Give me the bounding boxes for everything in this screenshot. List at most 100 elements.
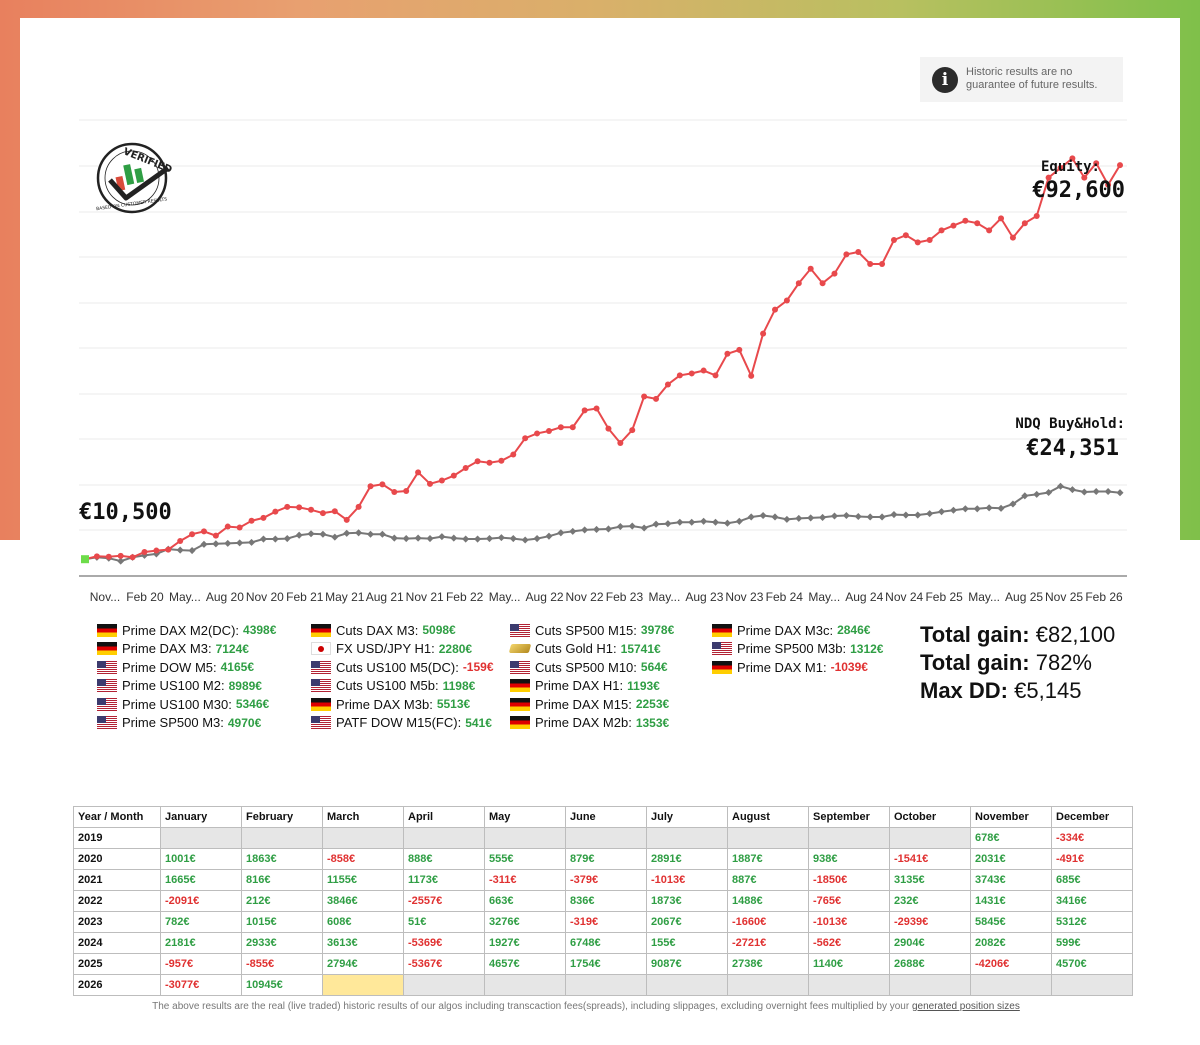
total-gain-percent: Total gain: 782% bbox=[920, 650, 1092, 675]
equity-point bbox=[450, 472, 457, 479]
equity-point bbox=[914, 239, 921, 246]
ndq-point bbox=[295, 531, 303, 539]
ndq-point bbox=[236, 539, 244, 547]
year-cell: 2019 bbox=[73, 827, 161, 849]
month-cell: 3135€ bbox=[889, 869, 971, 891]
table-row: 2026 -3077€ 10945€ bbox=[73, 974, 1133, 996]
month-cell: 9087€ bbox=[646, 953, 728, 975]
ndq-point bbox=[1033, 490, 1041, 498]
equity-point bbox=[795, 280, 802, 287]
column-header: April bbox=[403, 806, 485, 828]
ndq-point bbox=[497, 534, 505, 542]
ndq-point bbox=[652, 520, 660, 528]
equity-point bbox=[1021, 220, 1028, 227]
ndq-point bbox=[961, 505, 969, 513]
month-value: 6748€ bbox=[570, 937, 601, 949]
legend-column: Prime DAX M2(DC): 4398€ Prime DAX M3: 7124€… bbox=[97, 621, 276, 732]
month-cell: -379€ bbox=[565, 869, 647, 891]
x-tick-label: May... bbox=[649, 590, 681, 604]
equity-point bbox=[962, 217, 969, 224]
ndq-point bbox=[402, 535, 410, 543]
ndq-point bbox=[319, 530, 327, 538]
legend-item: Prime SP500 M3b: 1312€ bbox=[712, 640, 883, 659]
ndq-point bbox=[1045, 488, 1053, 497]
ndq-point bbox=[1080, 488, 1088, 496]
month-cell: -1660€ bbox=[727, 911, 809, 933]
equity-point bbox=[403, 488, 410, 495]
ndq-point bbox=[557, 529, 565, 537]
month-value: 3846€ bbox=[327, 895, 358, 907]
month-cell: 232€ bbox=[889, 890, 971, 912]
equity-point bbox=[343, 516, 350, 523]
month-cell: 3613€ bbox=[322, 932, 404, 954]
x-tick-label: Feb 25 bbox=[925, 590, 963, 604]
legend-strategy-name: FX USD/JPY H1: bbox=[336, 641, 435, 657]
ndq-point bbox=[616, 523, 624, 531]
month-value: 3135€ bbox=[894, 874, 925, 886]
equity-point bbox=[926, 237, 933, 243]
equity-point bbox=[545, 428, 552, 435]
equity-end-title: Equity: bbox=[1041, 159, 1100, 175]
legend-strategy-name: Cuts DAX M3: bbox=[336, 622, 419, 638]
month-cell: 1873€ bbox=[646, 890, 728, 912]
equity-point bbox=[355, 503, 362, 510]
year-cell: 2026 bbox=[73, 974, 161, 996]
column-header: June bbox=[565, 806, 647, 828]
equity-point bbox=[760, 330, 767, 337]
ndq-point bbox=[1021, 492, 1029, 500]
month-value: 663€ bbox=[489, 895, 514, 907]
month-cell: 663€ bbox=[484, 890, 566, 912]
month-value: 2067€ bbox=[651, 916, 682, 928]
ndq-point bbox=[1092, 487, 1100, 496]
equity-point bbox=[581, 407, 588, 414]
equity-point bbox=[998, 215, 1005, 222]
ndq-point bbox=[450, 534, 458, 542]
month-cell bbox=[646, 827, 728, 849]
equity-point bbox=[93, 553, 100, 560]
month-cell bbox=[727, 974, 809, 996]
equity-point bbox=[415, 469, 422, 476]
x-tick-label: Aug 24 bbox=[845, 590, 883, 604]
month-value: 938€ bbox=[813, 853, 838, 865]
equity-point bbox=[724, 350, 731, 357]
month-value: -319€ bbox=[570, 916, 599, 928]
month-value: 2933€ bbox=[246, 937, 277, 949]
legend-strategy-value: 1312€ bbox=[850, 641, 884, 656]
equity-point bbox=[986, 227, 993, 234]
month-cell: 1155€ bbox=[322, 869, 404, 891]
position-sizes-link[interactable]: generated position sizes bbox=[911, 1001, 1020, 1012]
ndq-point bbox=[545, 532, 553, 540]
legend-strategy-name: Prime DAX M3: bbox=[122, 641, 212, 657]
ndq-point bbox=[604, 525, 612, 533]
month-value: 5845€ bbox=[975, 916, 1006, 928]
year-cell: 2023 bbox=[73, 911, 161, 933]
equity-point bbox=[224, 523, 231, 530]
usa-flag-icon bbox=[311, 660, 331, 674]
ndq-point bbox=[700, 517, 708, 525]
month-value: 816€ bbox=[246, 874, 271, 886]
chart-grid bbox=[79, 119, 1127, 577]
month-cell: 782€ bbox=[160, 911, 242, 933]
legend-strategy-name: Prime US100 M2: bbox=[122, 678, 225, 694]
month-value: -2557€ bbox=[408, 895, 443, 907]
equity-point bbox=[308, 506, 315, 513]
legend-item: Prime SP500 M3: 4970€ bbox=[97, 714, 276, 733]
ndq-point bbox=[985, 504, 993, 512]
legend-item: Prime DAX M3b: 5513€ bbox=[311, 695, 494, 714]
month-value: 2904€ bbox=[894, 937, 925, 949]
ndq-point bbox=[259, 535, 267, 543]
column-header: October bbox=[889, 806, 971, 828]
month-value: 2082€ bbox=[975, 937, 1006, 949]
footnote: The above results are the real (live tra… bbox=[0, 1001, 1172, 1012]
equity-point bbox=[331, 508, 338, 515]
month-cell: 3276€ bbox=[484, 911, 566, 933]
legend-strategy-name: Prime US100 M30: bbox=[122, 696, 232, 712]
month-cell: -2557€ bbox=[403, 890, 485, 912]
month-value: 4570€ bbox=[1056, 958, 1087, 970]
month-cell: 2688€ bbox=[889, 953, 971, 975]
legend-strategy-value: 8989€ bbox=[228, 678, 262, 693]
legend-strategy-name: Prime DAX M2(DC): bbox=[122, 622, 240, 638]
legend-strategy-name: Prime DAX M3b: bbox=[336, 696, 433, 712]
germany-flag-icon bbox=[510, 697, 530, 711]
month-cell bbox=[889, 974, 971, 996]
